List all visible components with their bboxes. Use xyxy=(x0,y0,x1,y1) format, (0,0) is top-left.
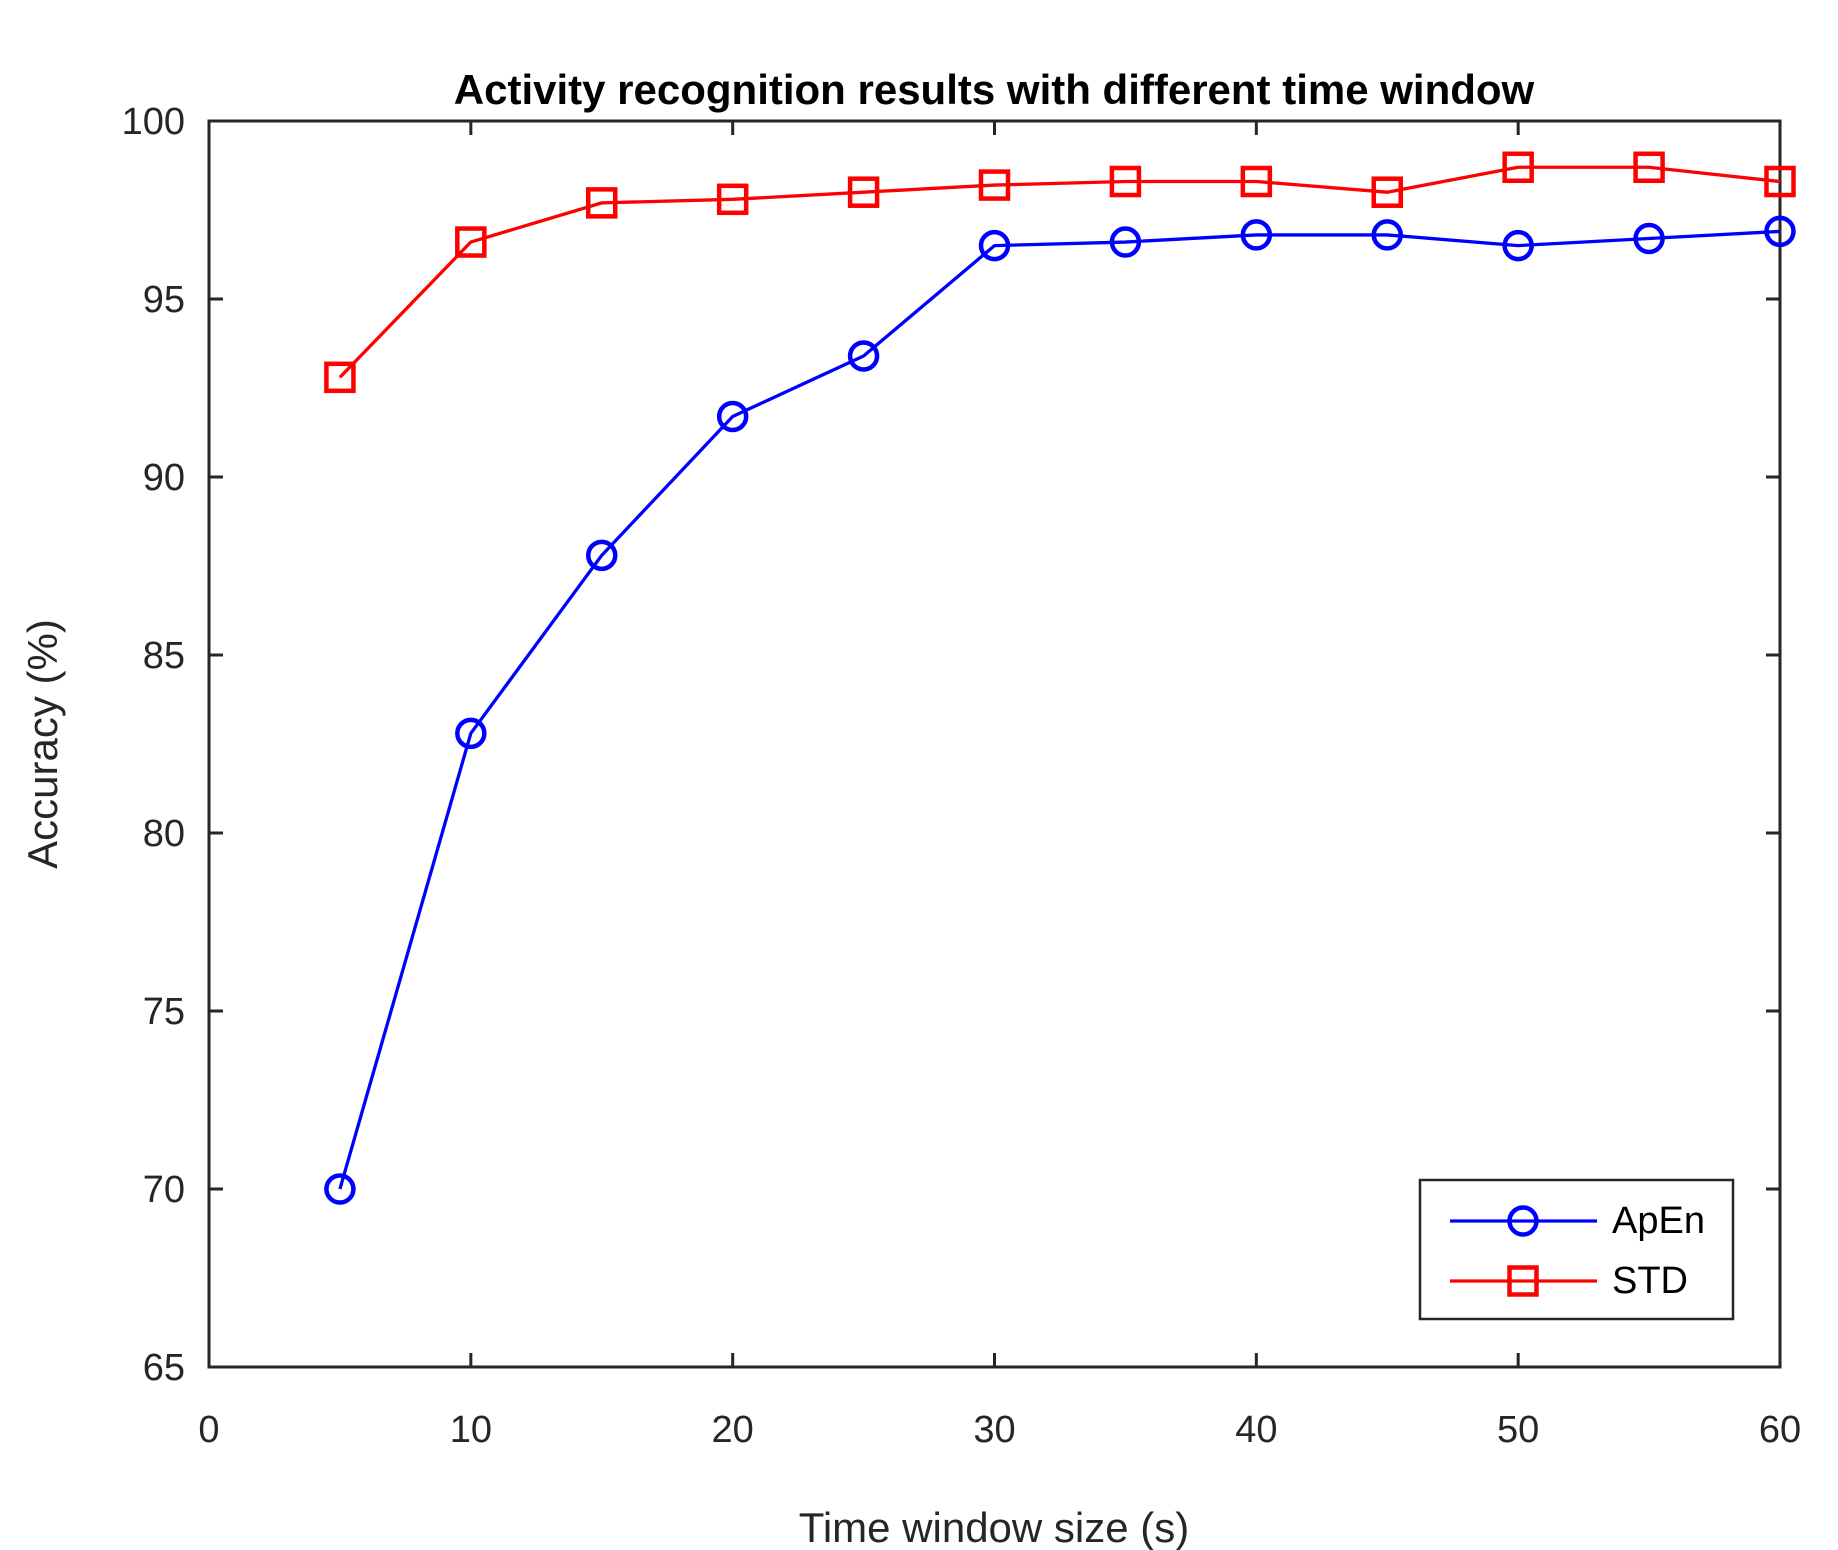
apen-marker xyxy=(1371,219,1403,251)
y-tick-label: 85 xyxy=(143,635,185,677)
std-marker xyxy=(586,187,618,219)
x-tick-label: 40 xyxy=(1235,1409,1277,1451)
y-tick-label: 70 xyxy=(143,1169,185,1211)
y-tick-label: 90 xyxy=(143,457,185,499)
apen-marker xyxy=(978,229,1011,262)
axis-tick-labels: 0 10 20 30 40 50 60 65 70 75 80 85 90 95 100 xyxy=(122,101,1802,1451)
apen-marker xyxy=(455,717,487,750)
std-marker xyxy=(1764,165,1796,198)
apen-marker xyxy=(586,539,618,572)
y-tick-label: 100 xyxy=(122,101,185,143)
std-marker xyxy=(847,176,880,208)
apen-marker xyxy=(1633,222,1665,255)
x-axis-label: Time window size (s) xyxy=(799,1504,1190,1550)
apen-marker xyxy=(1502,229,1534,262)
x-tick-label: 50 xyxy=(1497,1409,1539,1451)
legend-box xyxy=(1418,1178,1735,1321)
axis-ticks xyxy=(207,119,1782,1369)
std-marker xyxy=(1633,151,1665,184)
legend-item-std: STD xyxy=(1450,1260,1688,1302)
apen-marker xyxy=(1764,215,1796,248)
std-marker xyxy=(1109,165,1142,198)
data-series-layer xyxy=(324,151,1796,1205)
legend-item-apen: ApEn xyxy=(1450,1200,1705,1242)
std-marker xyxy=(978,169,1011,201)
legend: ApEn STD xyxy=(1418,1178,1735,1321)
legend-label-apen: ApEn xyxy=(1612,1200,1705,1242)
legend-label-std: STD xyxy=(1612,1260,1688,1302)
apen-marker xyxy=(1109,226,1142,258)
apen-marker xyxy=(324,1173,356,1205)
plot-area xyxy=(207,119,1782,1369)
y-tick-label: 95 xyxy=(143,279,185,321)
std-marker xyxy=(716,183,749,216)
y-tick-label: 65 xyxy=(143,1347,185,1389)
x-tick-label: 10 xyxy=(450,1409,492,1451)
apen-marker xyxy=(1240,219,1273,251)
std-marker xyxy=(1502,151,1534,184)
apen-marker xyxy=(847,340,880,372)
series-line-apen xyxy=(338,229,1781,1190)
y-tick-label: 80 xyxy=(143,813,185,855)
legend-items: ApEn STD xyxy=(1450,1200,1705,1302)
std-marker xyxy=(1240,165,1273,198)
x-tick-label: 60 xyxy=(1759,1409,1801,1451)
y-tick-label: 75 xyxy=(143,991,185,1033)
x-tick-label: 30 xyxy=(973,1409,1015,1451)
series-std xyxy=(324,151,1796,394)
y-axis-label: Accuracy (%) xyxy=(19,619,66,869)
chart-title: Activity recognition results with differ… xyxy=(454,66,1535,113)
series-apen xyxy=(324,215,1796,1205)
std-marker xyxy=(455,226,487,258)
x-tick-label: 20 xyxy=(712,1409,754,1451)
std-marker xyxy=(1371,176,1403,208)
x-tick-label: 0 xyxy=(198,1409,219,1451)
legend-square-icon xyxy=(1507,1265,1539,1297)
legend-circle-icon xyxy=(1507,1205,1539,1237)
series-line-std xyxy=(338,165,1781,379)
std-marker xyxy=(324,361,356,394)
apen-marker xyxy=(716,400,749,433)
